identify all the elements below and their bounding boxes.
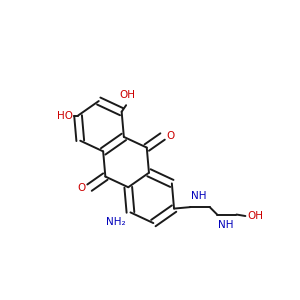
Text: OH: OH: [248, 211, 264, 221]
Text: NH: NH: [218, 220, 233, 230]
Text: OH: OH: [119, 90, 135, 100]
Text: O: O: [166, 131, 174, 142]
Text: HO: HO: [57, 110, 73, 121]
Text: NH₂: NH₂: [106, 217, 126, 227]
Text: O: O: [78, 183, 86, 193]
Text: NH: NH: [191, 191, 206, 201]
